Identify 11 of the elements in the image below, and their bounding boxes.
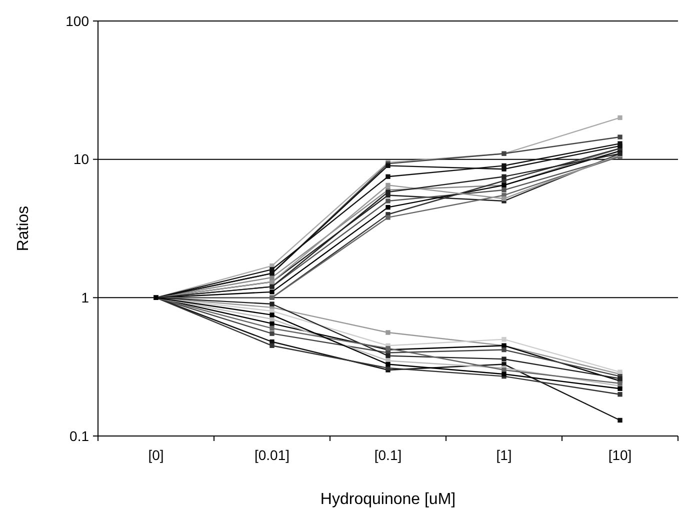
x-tick-label: [1]	[496, 447, 512, 463]
x-tick-label: [0.01]	[254, 447, 290, 463]
y-tick-label: 1	[81, 290, 90, 306]
x-tick-label: [0.1]	[374, 447, 402, 463]
x-axis-title: Hydroquinone [uM]	[320, 491, 456, 508]
y-axis-title: Ratios	[15, 206, 32, 252]
x-tick-label: [0]	[148, 447, 164, 463]
y-tick-label: 100	[66, 12, 90, 29]
y-tick-label: 0.1	[70, 428, 90, 444]
x-tick-label: [10]	[608, 447, 632, 463]
y-tick-label: 10	[73, 151, 90, 168]
